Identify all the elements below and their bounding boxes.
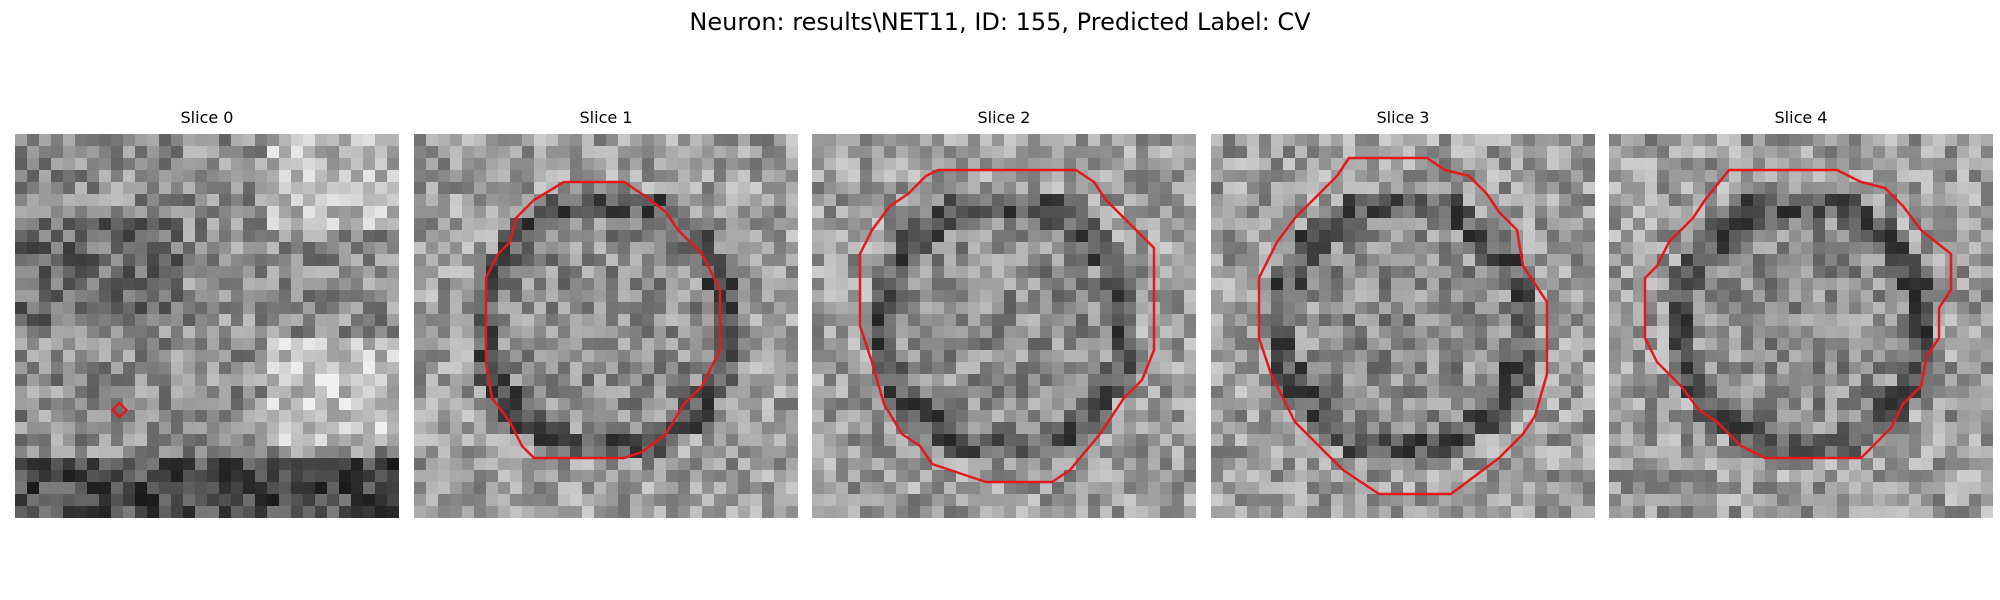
slice-title-0: Slice 0 — [180, 108, 234, 127]
segmentation-contour — [1643, 168, 1953, 460]
slice-title-4: Slice 4 — [1774, 108, 1828, 127]
pixel-texture — [1609, 134, 1993, 518]
slice-image-4 — [1609, 134, 1993, 518]
segmentation-contour — [1257, 156, 1549, 496]
pixel-texture — [414, 134, 798, 518]
slice-image-1 — [414, 134, 798, 518]
slice-title-3: Slice 3 — [1376, 108, 1430, 127]
slice-image-2 — [812, 134, 1196, 518]
segmentation-contour — [484, 180, 722, 460]
figure-title: Neuron: results\NET11, ID: 155, Predicte… — [689, 8, 1311, 36]
slice-title-2: Slice 2 — [977, 108, 1031, 127]
pixel-texture — [1211, 134, 1595, 518]
pixel-texture — [812, 134, 1196, 518]
slice-image-3 — [1211, 134, 1595, 518]
slice-image-0 — [15, 134, 399, 518]
seed-point-marker — [110, 401, 129, 419]
slice-title-1: Slice 1 — [579, 108, 633, 127]
pixel-texture — [15, 134, 399, 518]
segmentation-contour — [858, 168, 1156, 484]
